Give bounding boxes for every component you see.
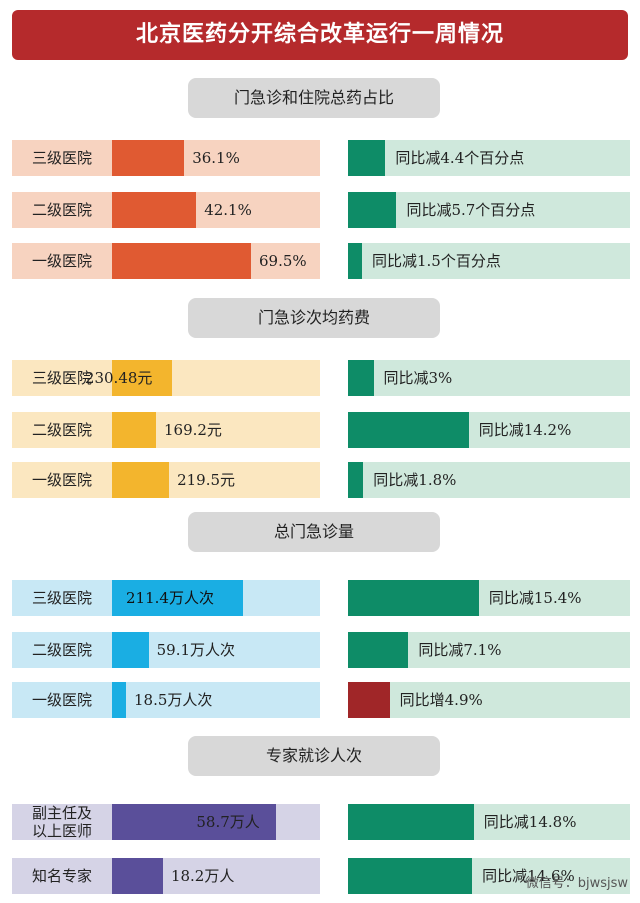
category-label: 三级医院 <box>31 369 92 387</box>
category-label: 三级医院 <box>31 589 92 607</box>
change-bar <box>348 462 364 498</box>
change-label: 同比减14.8% <box>483 813 577 831</box>
change-bar <box>348 140 386 176</box>
change-bar-track: 同比减1.8% <box>348 462 630 498</box>
value-label: 59.1万人次 <box>156 641 236 659</box>
change-bar <box>348 243 362 279</box>
category-label: 一级医院 <box>31 691 92 709</box>
section-header: 专家就诊人次 <box>188 736 440 776</box>
change-bar-track: 同比减5.7个百分点 <box>348 192 630 228</box>
change-label: 同比减1.5个百分点 <box>372 252 501 270</box>
watermark: 微信号：bjwsjsw <box>525 876 628 891</box>
change-bar <box>348 804 474 840</box>
change-bar-track: 同比减3% <box>348 360 630 396</box>
value-label: 69.5% <box>259 252 307 270</box>
change-bar <box>348 412 469 448</box>
value-bar <box>112 580 244 616</box>
value-bar-track: 二级医院 59.1万人次 <box>12 632 320 668</box>
section-header: 总门急诊量 <box>188 512 440 552</box>
change-label: 同比减14.6% <box>482 867 575 885</box>
value-bar-track: 副主任及以上医师 58.7万人 <box>12 804 320 840</box>
section-header: 门急诊次均药费 <box>188 298 440 338</box>
value-bar <box>112 412 156 448</box>
change-label: 同比减5.7个百分点 <box>406 201 536 219</box>
category-label: 三级医院 <box>31 149 92 167</box>
change-bar-track: 同比增4.9% <box>348 682 630 718</box>
section-header: 门急诊和住院总药占比 <box>188 78 440 118</box>
value-label: 219.5元 <box>177 471 236 489</box>
value-bar-track: 三级医院 36.1% <box>12 140 320 176</box>
value-bar-track: 一级医院 18.5万人次 <box>12 682 320 718</box>
page-title: 北京医药分开综合改革运行一周情况 <box>12 10 628 60</box>
category-label: 二级医院 <box>31 421 92 439</box>
value-bar <box>112 140 185 176</box>
change-bar <box>348 682 390 718</box>
value-bar <box>112 243 251 279</box>
change-bar-track: 同比减14.8% <box>348 804 630 840</box>
change-bar-track: 同比减1.5个百分点 <box>348 243 630 279</box>
change-label: 同比减15.4% <box>488 589 582 607</box>
value-label: 169.2元 <box>163 421 222 439</box>
value-label: 58.7万人 <box>196 813 260 831</box>
change-label: 同比减4.4个百分点 <box>395 149 525 167</box>
change-bar <box>348 858 473 894</box>
change-label: 同比减14.2% <box>478 421 572 439</box>
value-bar-track: 三级医院 230.48元 <box>12 360 320 396</box>
change-bar-track: 同比减7.1% <box>348 632 630 668</box>
value-bar <box>112 682 126 718</box>
value-bar <box>112 632 149 668</box>
value-label: 18.2万人 <box>170 867 235 885</box>
change-label: 同比增4.9% <box>399 691 483 709</box>
value-label: 42.1% <box>204 201 252 219</box>
value-label: 18.5万人次 <box>134 691 213 709</box>
value-bar <box>112 192 197 228</box>
change-bar <box>348 192 397 228</box>
value-bar-track: 二级医院 169.2元 <box>12 412 320 448</box>
value-label: 211.4万人次 <box>126 589 214 607</box>
change-bar-track: 同比减14.6% <box>348 858 630 894</box>
change-label: 同比减1.8% <box>373 471 457 489</box>
value-bar <box>112 462 170 498</box>
value-bar-track: 一级医院 69.5% <box>12 243 320 279</box>
change-bar <box>348 580 479 616</box>
change-bar-track: 同比减15.4% <box>348 580 630 616</box>
value-bar-track: 一级医院 219.5元 <box>12 462 320 498</box>
value-bar <box>112 360 172 396</box>
value-bar <box>112 858 163 894</box>
category-label: 二级医院 <box>31 201 92 219</box>
value-bar-track: 知名专家 18.2万人 <box>12 858 320 894</box>
change-label: 同比减7.1% <box>418 641 502 659</box>
change-bar-track: 同比减4.4个百分点 <box>348 140 630 176</box>
value-bar-track: 三级医院 211.4万人次 <box>12 580 320 616</box>
value-bar <box>112 804 277 840</box>
category-label: 副主任及以上医师 <box>31 804 92 840</box>
change-bar-track: 同比减14.2% <box>348 412 630 448</box>
category-label: 一级医院 <box>31 252 92 270</box>
change-bar <box>348 360 374 396</box>
change-bar <box>348 632 409 668</box>
value-label: 230.48元 <box>84 369 153 387</box>
category-label: 二级医院 <box>31 641 92 659</box>
value-bar-track: 二级医院 42.1% <box>12 192 320 228</box>
category-label: 知名专家 <box>31 867 92 885</box>
value-label: 36.1% <box>192 149 240 167</box>
change-label: 同比减3% <box>383 369 453 387</box>
category-label: 一级医院 <box>31 471 92 489</box>
